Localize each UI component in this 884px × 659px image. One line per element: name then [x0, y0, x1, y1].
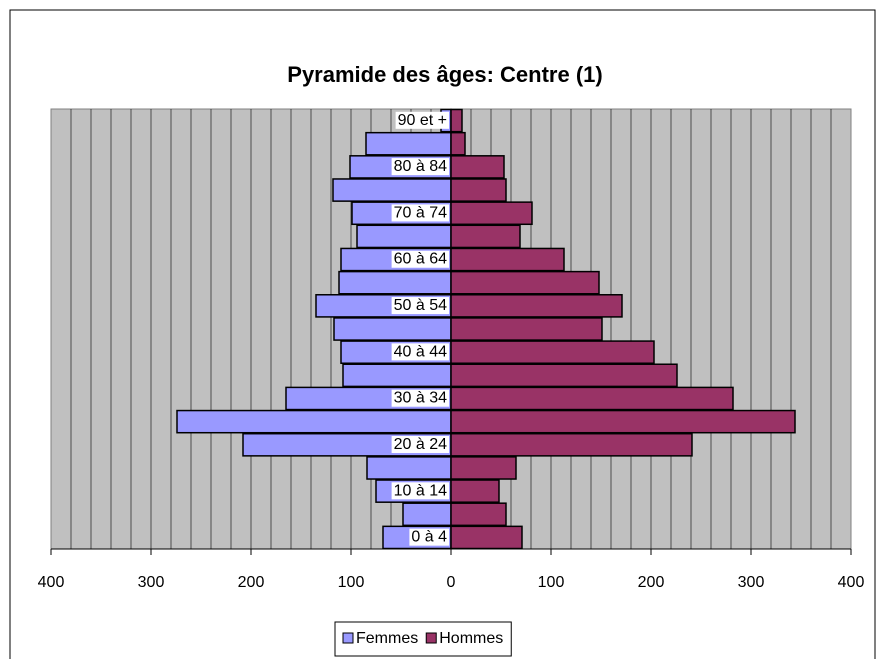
y-tick-label: 20 à 24 — [394, 436, 447, 453]
y-tick-label: 60 à 64 — [394, 251, 447, 268]
category-label-group: 10 à 14 — [391, 482, 450, 500]
y-tick-label: 30 à 34 — [394, 390, 447, 407]
category-label-bg — [391, 389, 450, 407]
x-tick-label: 300 — [738, 574, 765, 591]
bar — [365, 131, 452, 156]
legend-swatch — [342, 632, 354, 644]
bar — [450, 340, 655, 364]
category-label-group: 60 à 64 — [391, 250, 450, 268]
x-tick-label: 200 — [638, 574, 665, 591]
bar — [450, 432, 693, 457]
bar — [450, 363, 678, 388]
y-tick-label: 50 à 54 — [394, 297, 447, 314]
bar — [450, 224, 521, 249]
chart-frame — [9, 9, 876, 659]
bar — [402, 502, 452, 527]
bar — [338, 270, 452, 295]
y-tick-label: 80 à 84 — [394, 158, 447, 175]
category-label-group: 20 à 24 — [391, 436, 450, 454]
category-label-bg — [391, 482, 450, 500]
bar — [450, 294, 623, 318]
x-tick-label: 300 — [138, 574, 165, 591]
chart-title: Pyramide des âges: Centre (1) — [287, 62, 602, 87]
x-tick-label: 400 — [838, 574, 865, 591]
bar — [450, 201, 533, 226]
bar — [332, 178, 452, 202]
category-label-bg — [395, 111, 449, 129]
x-tick-label: 200 — [238, 574, 265, 591]
bar — [450, 155, 505, 179]
category-label-bg — [391, 343, 450, 361]
category-label-bg — [391, 297, 450, 315]
bar — [450, 502, 507, 527]
y-tick-label: 70 à 74 — [394, 204, 447, 221]
legend-swatch — [425, 632, 437, 644]
category-label-bg — [409, 528, 450, 546]
y-tick-label: 10 à 14 — [394, 482, 447, 499]
bar — [176, 409, 452, 434]
bar — [450, 525, 523, 550]
category-label-bg — [391, 250, 450, 268]
bar — [333, 317, 452, 341]
category-label-group: 40 à 44 — [391, 343, 450, 361]
bar — [366, 456, 452, 480]
bar — [450, 479, 500, 503]
legend: Femmes Hommes — [334, 621, 512, 657]
legend-box — [334, 621, 512, 657]
category-label-group: 80 à 84 — [391, 158, 450, 176]
y-tick-label: 40 à 44 — [394, 343, 447, 360]
x-tick-label: 400 — [38, 574, 65, 591]
category-label-bg — [391, 158, 450, 176]
bar — [356, 224, 452, 249]
bar — [450, 108, 463, 133]
y-tick-label: 90 et + — [398, 112, 447, 129]
category-label-group: 90 et + — [395, 111, 449, 129]
legend-label: Hommes — [439, 630, 503, 647]
category-label-group: 50 à 54 — [391, 297, 450, 315]
legend-label: Femmes — [356, 630, 418, 647]
bar — [450, 317, 603, 341]
bar — [450, 178, 507, 202]
y-tick-label: 0 à 4 — [411, 529, 447, 546]
category-label-group: 30 à 34 — [391, 389, 450, 407]
bar — [450, 270, 600, 295]
category-label-bg — [391, 436, 450, 454]
bar — [450, 409, 796, 434]
x-tick-label: 100 — [538, 574, 565, 591]
bar — [342, 363, 452, 388]
category-label-group: 0 à 4 — [409, 528, 450, 546]
bar — [450, 247, 565, 272]
category-label-bg — [391, 204, 450, 222]
x-tick-label: 0 — [447, 574, 456, 591]
bar — [450, 386, 734, 411]
bar — [450, 131, 466, 156]
x-tick-label: 100 — [338, 574, 365, 591]
bar — [450, 456, 517, 480]
category-label-group: 70 à 74 — [391, 204, 450, 222]
